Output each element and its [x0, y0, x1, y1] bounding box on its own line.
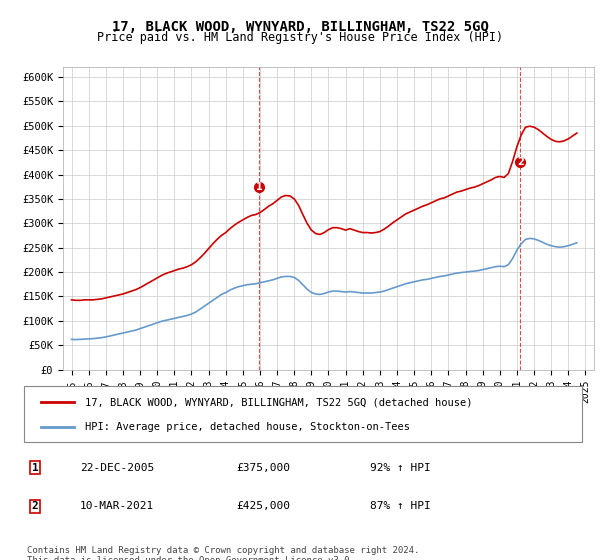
Text: Contains HM Land Registry data © Crown copyright and database right 2024.
This d: Contains HM Land Registry data © Crown c…: [27, 546, 419, 560]
Text: £425,000: £425,000: [236, 501, 290, 511]
Text: 17, BLACK WOOD, WYNYARD, BILLINGHAM, TS22 5GQ (detached house): 17, BLACK WOOD, WYNYARD, BILLINGHAM, TS2…: [85, 397, 473, 407]
Text: 1: 1: [256, 181, 263, 192]
FancyBboxPatch shape: [24, 386, 582, 442]
Text: HPI: Average price, detached house, Stockton-on-Tees: HPI: Average price, detached house, Stoc…: [85, 422, 410, 432]
Text: 1: 1: [32, 463, 38, 473]
Text: 2: 2: [517, 157, 524, 167]
Text: 22-DEC-2005: 22-DEC-2005: [80, 463, 154, 473]
Text: Price paid vs. HM Land Registry's House Price Index (HPI): Price paid vs. HM Land Registry's House …: [97, 31, 503, 44]
Text: 2: 2: [32, 501, 38, 511]
Text: 87% ↑ HPI: 87% ↑ HPI: [370, 501, 431, 511]
Text: 17, BLACK WOOD, WYNYARD, BILLINGHAM, TS22 5GQ: 17, BLACK WOOD, WYNYARD, BILLINGHAM, TS2…: [112, 20, 488, 34]
Text: £375,000: £375,000: [236, 463, 290, 473]
Text: 10-MAR-2021: 10-MAR-2021: [80, 501, 154, 511]
Text: 92% ↑ HPI: 92% ↑ HPI: [370, 463, 431, 473]
